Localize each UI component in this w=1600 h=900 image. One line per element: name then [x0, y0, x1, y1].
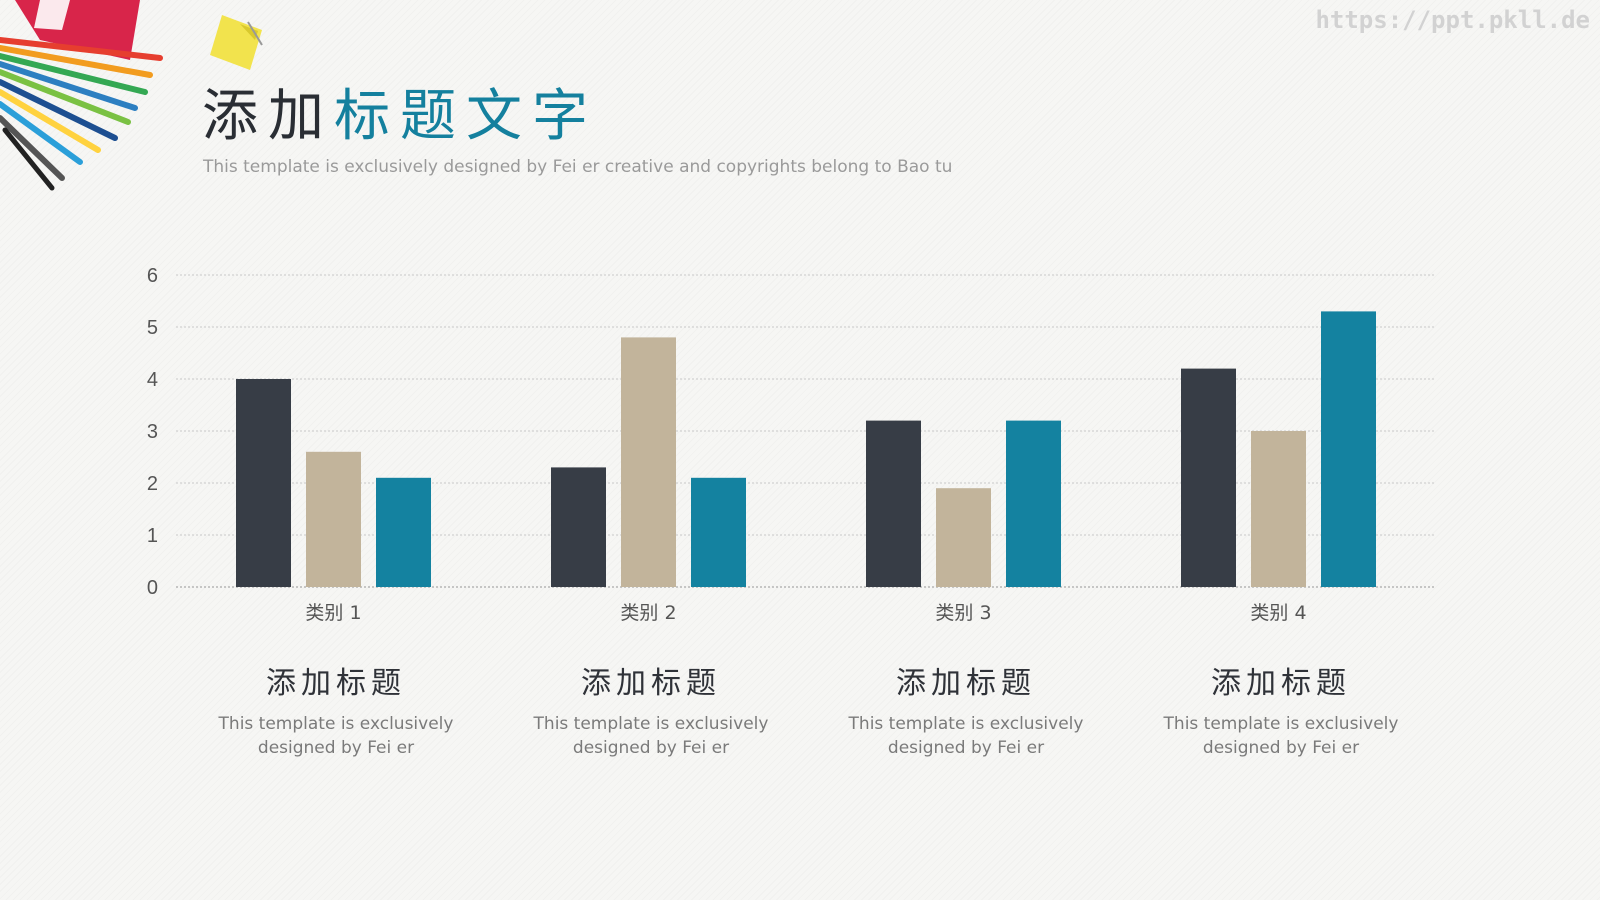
page-subtitle: This template is exclusively designed by…	[203, 157, 953, 177]
title-part-accent: 标题文字	[334, 84, 598, 149]
caption-line-1: This template is exclusively	[218, 714, 454, 734]
y-tick-label: 1	[147, 525, 158, 547]
x-tick-label: 类别 4	[1250, 602, 1306, 624]
caption-title: 添加标题	[581, 666, 721, 701]
caption-text: This template is exclusively designed by …	[1141, 712, 1421, 760]
caption-title: 添加标题	[896, 666, 1036, 701]
bar	[306, 451, 361, 587]
caption-text: This template is exclusively designed by …	[826, 712, 1106, 760]
caption-title: 添加标题	[1211, 666, 1351, 701]
bar	[1251, 431, 1306, 587]
bar	[936, 488, 991, 587]
y-tick-label: 4	[147, 369, 158, 391]
bar	[621, 337, 676, 587]
bar	[236, 379, 291, 587]
bar	[866, 420, 921, 587]
x-tick-label: 类别 2	[620, 602, 676, 624]
y-tick-label: 5	[147, 317, 158, 339]
watermark-url: https://ppt.pkll.de	[1315, 6, 1590, 34]
caption-title: 添加标题	[266, 666, 406, 701]
y-tick-label: 6	[147, 265, 158, 287]
caption-line-1: This template is exclusively	[533, 714, 769, 734]
caption-4: 添加标题 This template is exclusively designe…	[1141, 664, 1421, 760]
caption-line-2: designed by Fei er	[887, 738, 1045, 758]
bar	[551, 467, 606, 587]
pencils-decoration	[0, 0, 263, 191]
caption-line-2: designed by Fei er	[257, 738, 415, 758]
bar	[376, 477, 431, 587]
bar	[1006, 420, 1061, 587]
sticky-note-icon	[210, 15, 263, 70]
x-tick-label: 类别 1	[305, 602, 361, 624]
caption-line-1: This template is exclusively	[1163, 714, 1399, 734]
caption-1: 添加标题 This template is exclusively designe…	[196, 664, 476, 760]
y-tick-label: 2	[147, 473, 158, 495]
notebook-icon	[15, 0, 140, 60]
caption-2: 添加标题 This template is exclusively designe…	[511, 664, 791, 760]
y-tick-label: 3	[147, 421, 158, 443]
colored-pencils-icon	[0, 37, 163, 191]
x-tick-label: 类别 3	[935, 602, 991, 624]
caption-text: This template is exclusively designed by …	[196, 712, 476, 760]
y-tick-label: 0	[147, 577, 158, 599]
caption-line-2: designed by Fei er	[572, 738, 730, 758]
bar	[1321, 311, 1376, 587]
page-title: 添加标题文字	[202, 82, 598, 152]
caption-line-1: This template is exclusively	[848, 714, 1084, 734]
caption-line-2: designed by Fei er	[1202, 738, 1360, 758]
bar	[1181, 368, 1236, 587]
bar	[691, 477, 746, 587]
title-part-dark: 添加	[202, 84, 334, 149]
caption-text: This template is exclusively designed by …	[511, 712, 791, 760]
caption-3: 添加标题 This template is exclusively designe…	[826, 664, 1106, 760]
